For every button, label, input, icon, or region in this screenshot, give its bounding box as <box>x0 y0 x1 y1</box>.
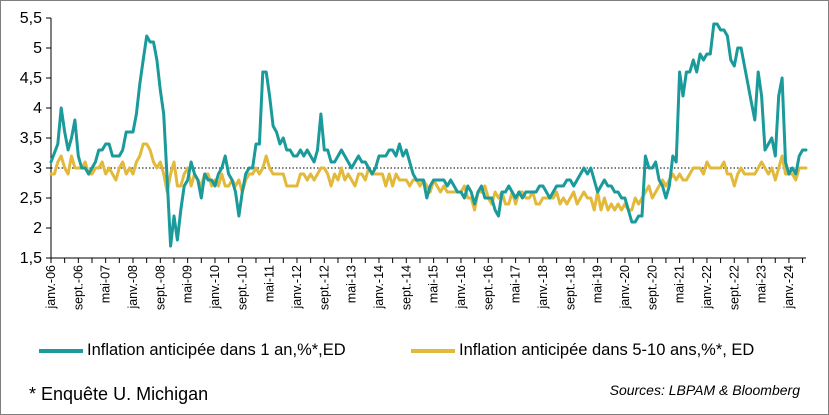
x-tick-label: janv.-12 <box>290 265 304 310</box>
x-tick-label: sept.-08 <box>153 265 167 310</box>
x-tick-label: janv.-18 <box>536 265 550 310</box>
x-tick-label: mai-15 <box>427 265 441 303</box>
x-tick-label: mai-11 <box>263 265 277 302</box>
x-tick-label: sept.-06 <box>71 265 85 310</box>
y-tick-label: 3,5 <box>20 130 42 147</box>
x-tick-label: mai-23 <box>755 265 769 303</box>
x-tick-label: sept.-14 <box>399 265 413 310</box>
x-tick-label: sept.-22 <box>727 265 741 310</box>
x-tick-label: sept.-18 <box>563 265 577 310</box>
y-tick-label: 2 <box>33 220 42 237</box>
x-tick-label: janv.-06 <box>44 265 58 310</box>
x-tick-label: janv.-08 <box>126 265 140 310</box>
legend-swatch-1y <box>39 348 83 353</box>
y-axis: 1,5 2 2,5 3 3,5 4 4,5 5 5,5 <box>20 10 52 267</box>
legend-label-5-10y: Inflation anticipée dans 5-10 ans,%*, ED <box>459 341 755 359</box>
legend-label-1y: Inflation anticipée dans 1 an,%*,ED <box>87 341 346 359</box>
x-tick-label: janv.-24 <box>782 265 796 310</box>
legend-swatch-5-10y <box>411 348 455 353</box>
footnote: * Enquête U. Michigan <box>29 384 209 404</box>
y-tick-label: 2,5 <box>20 190 42 207</box>
x-tick-label: mai-21 <box>673 265 687 303</box>
x-tick-label: janv.-10 <box>208 265 222 310</box>
x-tick-label: mai-07 <box>99 265 113 303</box>
x-tick-label: janv.-14 <box>372 265 386 310</box>
x-tick-label: sept.-10 <box>235 265 249 310</box>
x-axis: janv.-06 sept.-06 mai-07 janv.-08 sept.-08 ma… <box>44 257 806 310</box>
series-layer <box>49 22 808 248</box>
series-line-1y <box>49 22 808 248</box>
y-tick-label: 3 <box>33 160 42 177</box>
y-tick-label: 5,5 <box>20 10 42 27</box>
series-line-5-10y <box>49 142 808 212</box>
x-tick-label: janv.-20 <box>618 265 632 310</box>
x-tick-label: mai-13 <box>345 265 359 303</box>
x-tick-label: mai-09 <box>181 265 195 303</box>
x-tick-label: sept.-12 <box>317 265 331 310</box>
x-tick-label: mai-19 <box>591 265 605 303</box>
y-tick-label: 5 <box>33 40 42 57</box>
x-tick-label: sept.-16 <box>481 265 495 310</box>
legend-item-1y: Inflation anticipée dans 1 an,%*,ED <box>39 341 346 360</box>
x-tick-label: janv.-16 <box>454 265 468 310</box>
y-tick-label: 4,5 <box>20 70 42 87</box>
x-tick-label: sept.-20 <box>645 265 659 310</box>
y-tick-label: 4 <box>33 100 42 117</box>
y-tick-label: 1,5 <box>20 250 42 267</box>
legend-item-5-10y: Inflation anticipée dans 5-10 ans,%*, ED <box>411 341 754 360</box>
x-tick-label: mai-17 <box>509 265 523 303</box>
x-tick-label: janv.-22 <box>700 265 714 310</box>
source-note: Sources: LBPAM & Bloomberg <box>609 382 800 398</box>
